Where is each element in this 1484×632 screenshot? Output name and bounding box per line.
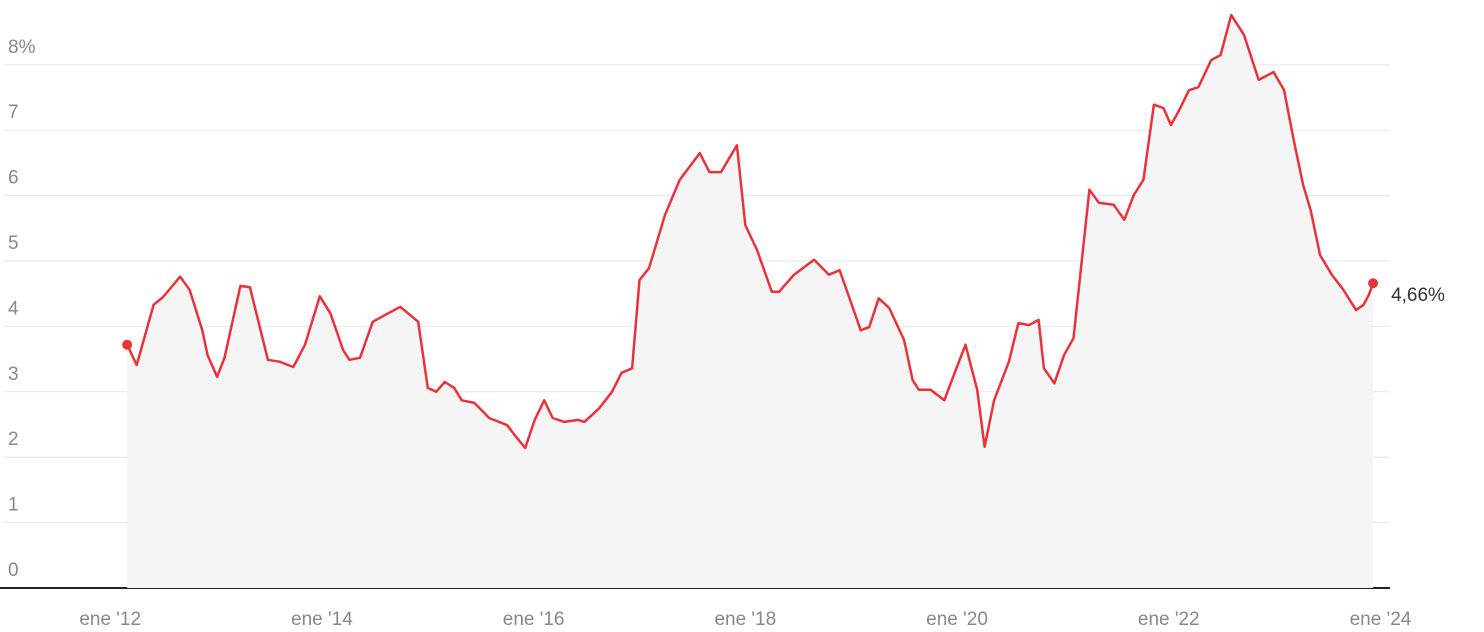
x-tick-label: ene '18 xyxy=(714,609,776,630)
end-point xyxy=(122,339,133,350)
y-tick-label: 7 xyxy=(8,102,19,123)
area xyxy=(127,15,1374,589)
x-tick-label: ene '22 xyxy=(1138,609,1200,630)
line xyxy=(125,13,1375,450)
y-tick-label: 5 xyxy=(8,233,19,254)
x-tick-label: ene '20 xyxy=(926,609,988,630)
y-tick-label: 8% xyxy=(8,37,36,58)
y-tick-label: 4 xyxy=(8,298,19,319)
end-label: 4,66% xyxy=(1391,285,1445,306)
y-tick-label: 2 xyxy=(8,429,19,450)
y-tick-label: 6 xyxy=(8,168,19,189)
x-tick-label: ene '12 xyxy=(79,609,141,630)
y-tick-label: 3 xyxy=(8,364,19,385)
x-tick-label: ene '24 xyxy=(1350,609,1412,630)
end-point xyxy=(1368,278,1379,289)
x-tick-label: ene '16 xyxy=(503,609,565,630)
x-tick-label: ene '14 xyxy=(291,609,353,630)
y-tick-label: 1 xyxy=(8,495,19,516)
y-tick-label: 0 xyxy=(8,560,19,581)
